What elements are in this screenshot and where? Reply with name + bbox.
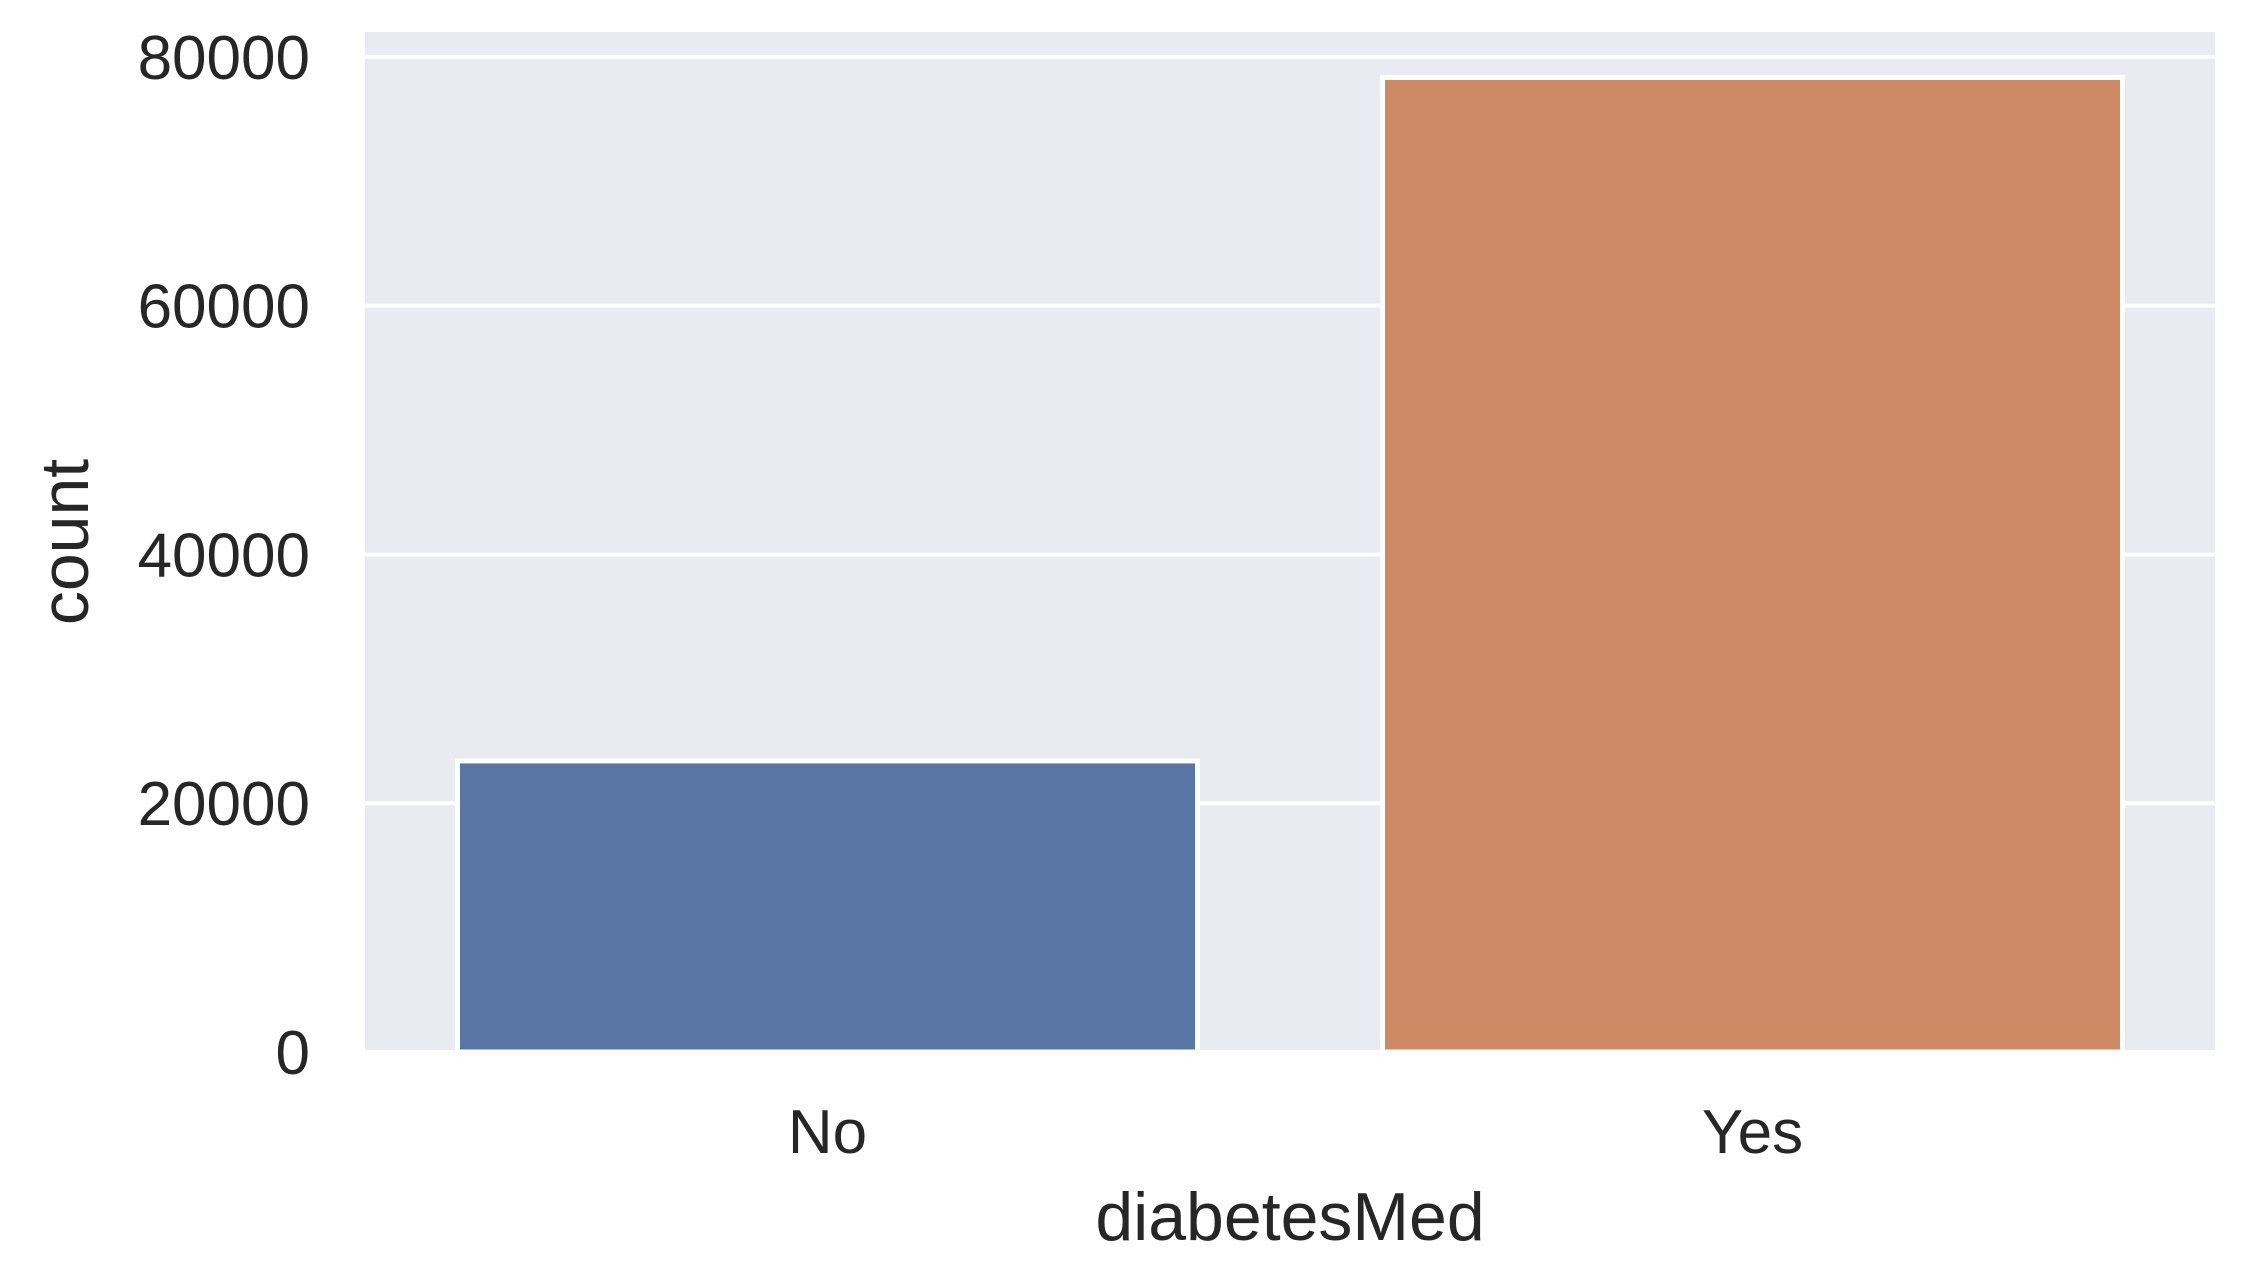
x-tick-label-yes: Yes <box>1702 1098 1803 1167</box>
y-tick-label: 0 <box>276 1019 310 1088</box>
y-tick-label: 20000 <box>138 770 310 839</box>
bars <box>455 74 2125 1055</box>
y-tick-label: 40000 <box>138 521 310 590</box>
y-tick-label: 60000 <box>138 273 310 342</box>
y-axis-ticks: 0 20000 40000 60000 80000 <box>138 24 310 1088</box>
x-axis-ticks: No Yes <box>788 1098 1803 1167</box>
bar-yes <box>1380 74 2125 1055</box>
y-axis-label: count <box>27 459 103 625</box>
y-tick-label: 80000 <box>138 24 310 93</box>
x-tick-label-no: No <box>788 1098 867 1167</box>
x-axis-label: diabetesMed <box>1095 1179 1484 1255</box>
bar-no <box>455 758 1200 1055</box>
